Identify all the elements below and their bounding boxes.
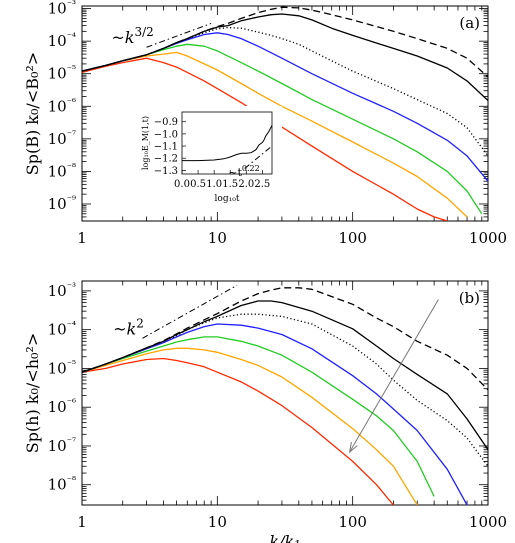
arrow-shaft (349, 299, 439, 453)
panel-label: (a) (459, 14, 480, 32)
series-line-7 (82, 287, 488, 391)
y-tick-label: 10⁻⁷ (48, 437, 76, 455)
series-line-6 (82, 313, 488, 467)
x-axis-label: k/k₁ (269, 532, 300, 543)
arrow-head (348, 442, 358, 454)
inset-annotation: ~t0.22 (228, 164, 259, 179)
x-tick-label: 10 (208, 513, 227, 531)
series-line-6 (82, 26, 488, 157)
inset-x-tick-label: 0.5 (190, 179, 206, 190)
inset-y-label: log₁₀E_M(1,t) (141, 116, 150, 170)
series-line-1 (82, 357, 394, 505)
series-line-2 (82, 51, 468, 218)
reference-slope-line (146, 22, 212, 48)
inset-y-tick-label: −1.0 (154, 129, 178, 140)
y-tick-label: 10⁻⁶ (48, 398, 76, 416)
x-tick-label: 1000 (469, 513, 507, 531)
y-axis-label: Sp(B) k₀/<B₀²> (23, 52, 42, 175)
inset-series-line-2 (244, 146, 271, 169)
y-tick-label: 10⁻⁵ (48, 65, 76, 83)
slope-annotation: ~k3/2 (111, 25, 153, 47)
x-tick-label: 100 (338, 229, 367, 247)
y-tick-label: 10⁻⁴ (48, 32, 76, 50)
x-tick-label: 100 (338, 513, 367, 531)
inset-y-tick-label: −1.1 (154, 142, 178, 153)
plot-frame (81, 280, 489, 506)
y-tick-label: 10⁻⁴ (48, 321, 76, 339)
y-tick-label: 10⁻⁸ (48, 476, 76, 494)
inset-y-tick-label: −0.9 (154, 117, 178, 128)
inset-x-label: log₁₀t (215, 194, 240, 204)
series-line-1 (82, 57, 448, 221)
series-line-7 (82, 6, 488, 78)
inset-x-tick-label: 1.0 (206, 179, 222, 190)
x-tick-label: 1 (77, 229, 87, 247)
plot-area (82, 284, 488, 505)
y-tick-label: 10⁻³ (48, 282, 76, 300)
x-tick-label: 1000 (469, 229, 507, 247)
inset-frame (181, 111, 273, 175)
x-tick-label: 10 (208, 229, 227, 247)
reference-slope-line (142, 284, 238, 339)
series-line-5 (82, 300, 488, 451)
series-line-2 (82, 347, 418, 505)
inset-x-tick-label: 1.5 (222, 179, 238, 190)
y-tick-label: 10⁻⁹ (48, 195, 76, 213)
chart-panel-b: 1 10 100 1000 10⁻⁸ 10⁻⁷ 10⁻⁶ 10⁻⁵ 10⁻⁴ 10⁻³ Sp(h) … (23, 280, 507, 543)
panel-label: (b) (459, 289, 480, 307)
inset-x-tick-label: 2.0 (238, 179, 254, 190)
inset-background (112, 106, 282, 208)
inset-series-line-1 (182, 125, 273, 162)
x-tick-label: 1 (77, 513, 87, 531)
chart-panel-a: 1 10 100 1000 10⁻⁹ 10⁻⁸ 10⁻⁷ 10⁻⁶ 10⁻⁵ 10⁻⁴ 10⁻³ Sp… (23, 0, 507, 247)
inset-y-tick-label: −1.3 (154, 166, 178, 177)
y-tick-label: 10⁻⁷ (48, 130, 76, 148)
y-tick-label: 10⁻⁸ (48, 162, 76, 180)
inset-x-tick-label: 2.5 (254, 179, 270, 190)
y-tick-label: 10⁻³ (48, 0, 76, 18)
slope-annotation: ~k2 (113, 316, 144, 338)
inset-x-tick-label: 0.0 (174, 179, 190, 190)
inset-chart: 0.0 0.5 1.0 1.5 2.0 2.5 −1.3−1.2−1.1 −1.0−0.9 lo… (112, 106, 282, 208)
plot-area (82, 6, 488, 221)
y-axis-label: Sp(h) k₀/<h₀²> (23, 333, 42, 454)
series-line-3 (82, 336, 435, 497)
y-tick-label: 10⁻⁶ (48, 97, 76, 115)
inset-y-tick-label: −1.2 (154, 154, 178, 165)
y-tick-label: 10⁻⁵ (48, 359, 76, 377)
